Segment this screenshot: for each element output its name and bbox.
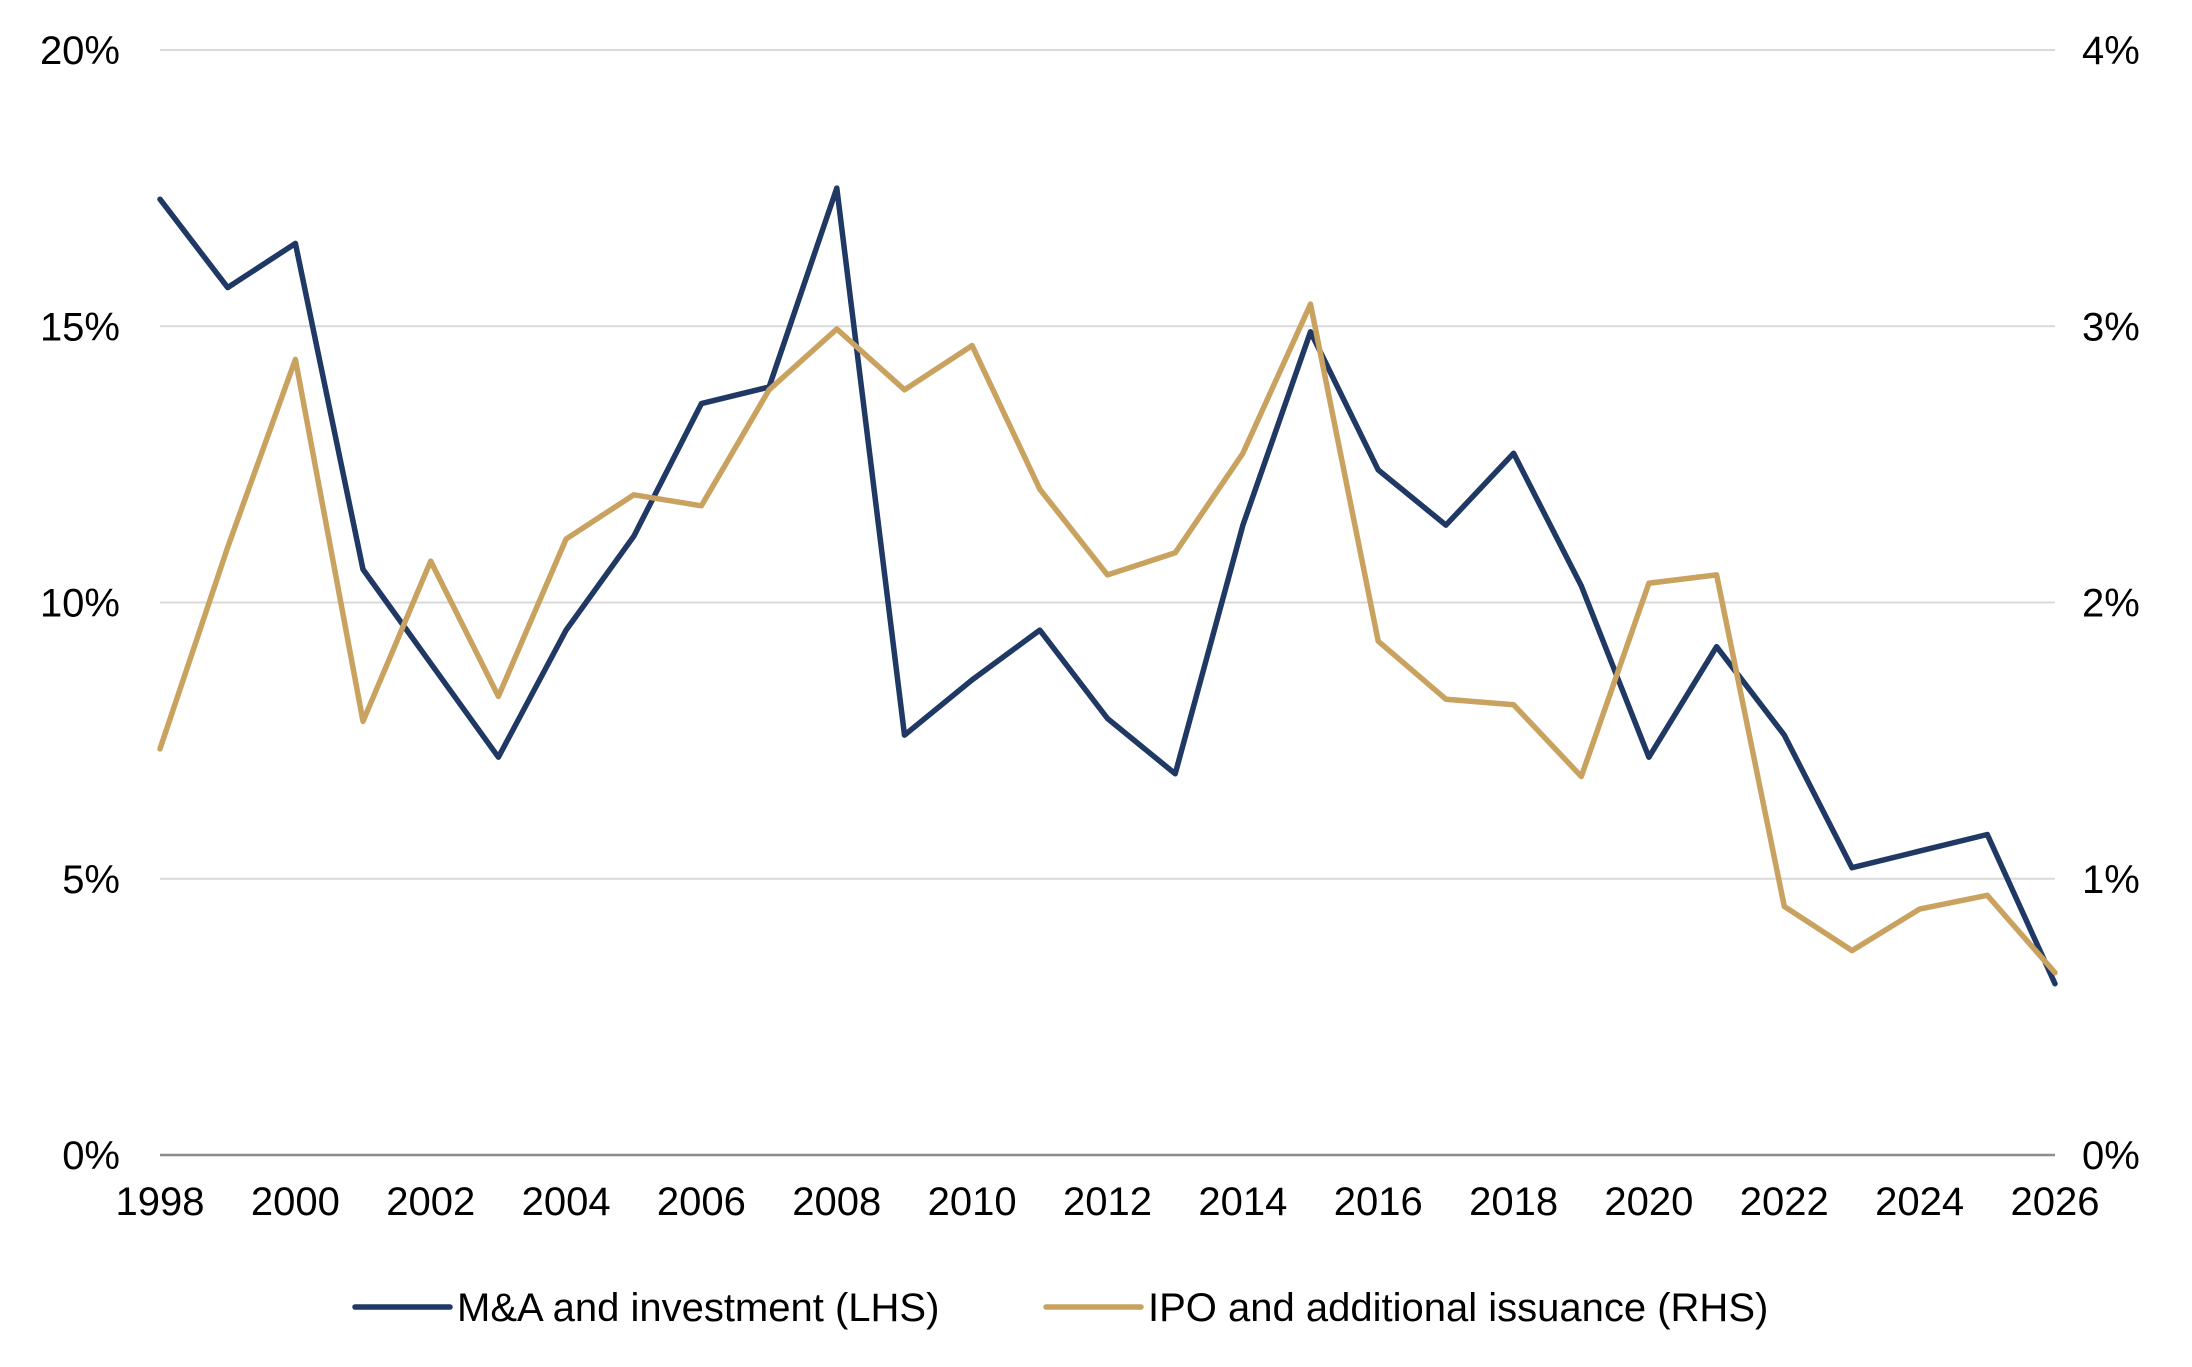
x-tick-label: 2002 [386, 1180, 475, 1224]
y-right-tick-label: 3% [2082, 305, 2140, 349]
x-tick-label: 2008 [792, 1180, 881, 1224]
x-tick-label: 2004 [522, 1180, 611, 1224]
x-tick-label: 1998 [116, 1180, 205, 1224]
y-right-tick-label: 0% [2082, 1134, 2140, 1178]
y-left-tick-label: 5% [62, 858, 120, 902]
x-tick-label: 2006 [657, 1180, 746, 1224]
y-right-tick-label: 4% [2082, 29, 2140, 73]
y-left-tick-label: 0% [62, 1134, 120, 1178]
x-tick-label: 2016 [1334, 1180, 1423, 1224]
x-tick-label: 2012 [1063, 1180, 1152, 1224]
legend-label: IPO and additional issuance (RHS) [1148, 1286, 1768, 1330]
legend-item-ipo-issuance: IPO and additional issuance (RHS) [1043, 1286, 1768, 1330]
y-left-tick-label: 10% [40, 582, 120, 626]
tick-labels: 0% 5% 10% 15% 20% 0% 1% 2% 3% 4% 1998 2000 2002 2004 2… [40, 29, 2140, 1224]
x-tick-label: 2022 [1740, 1180, 1829, 1224]
x-tick-label: 2014 [1198, 1180, 1287, 1224]
y-left-tick-label: 20% [40, 29, 120, 73]
legend-item-ma-investment: M&A and investment (LHS) [352, 1286, 939, 1330]
gridlines [160, 49, 2055, 880]
x-tick-label: 2024 [1875, 1180, 1964, 1224]
x-tick-label: 2020 [1604, 1180, 1693, 1224]
series-line-ipo-issuance [157, 301, 2058, 976]
x-tick-label: 2000 [251, 1180, 340, 1224]
x-tick-label: 2010 [928, 1180, 1017, 1224]
legend-label: M&A and investment (LHS) [457, 1286, 939, 1330]
y-left-tick-label: 15% [40, 305, 120, 349]
y-right-tick-label: 1% [2082, 858, 2140, 902]
x-tick-label: 2018 [1469, 1180, 1558, 1224]
x-tick-label: 2026 [2011, 1180, 2100, 1224]
series-lines [157, 185, 2058, 987]
legend: M&A and investment (LHS) IPO and addition… [352, 1286, 1768, 1330]
y-right-tick-label: 2% [2082, 582, 2140, 626]
